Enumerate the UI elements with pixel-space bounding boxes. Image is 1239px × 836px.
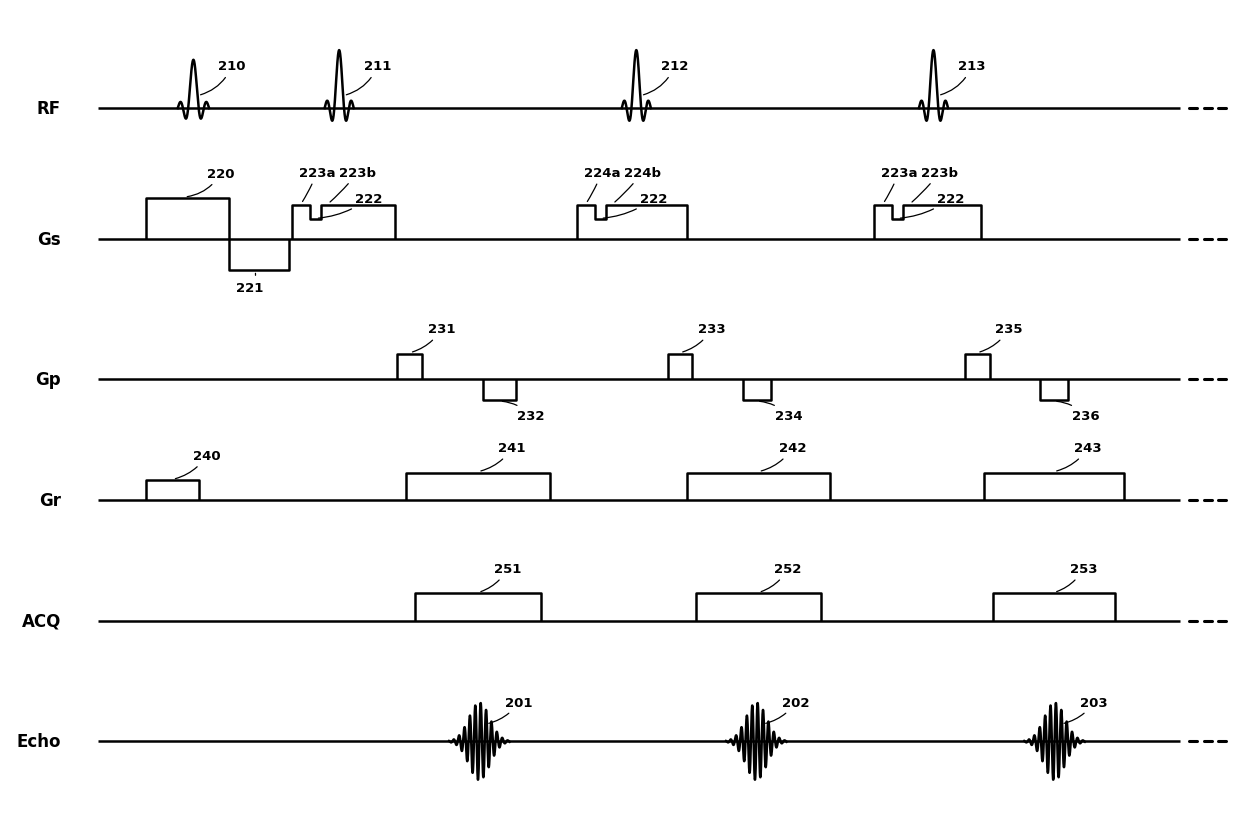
Text: 232: 232: [502, 402, 545, 423]
Text: 220: 220: [187, 167, 234, 197]
Text: 222: 222: [901, 192, 964, 219]
Text: Gr: Gr: [40, 491, 61, 509]
Text: Echo: Echo: [16, 732, 61, 751]
Text: 233: 233: [683, 323, 726, 353]
Text: 201: 201: [488, 696, 533, 723]
Text: 213: 213: [940, 60, 986, 95]
Text: 211: 211: [347, 60, 392, 95]
Text: 223a: 223a: [299, 166, 336, 202]
Text: 241: 241: [481, 441, 525, 472]
Text: 223b: 223b: [912, 166, 958, 203]
Text: Gp: Gp: [36, 370, 61, 389]
Text: 242: 242: [761, 441, 807, 472]
Text: RF: RF: [37, 100, 61, 118]
Text: 243: 243: [1057, 441, 1101, 472]
Text: 202: 202: [766, 696, 809, 723]
Text: 223b: 223b: [330, 166, 377, 203]
Text: ACQ: ACQ: [22, 612, 61, 630]
Text: 236: 236: [1057, 402, 1099, 423]
Text: 222: 222: [318, 192, 383, 219]
Text: 240: 240: [176, 450, 221, 479]
Text: 253: 253: [1057, 563, 1098, 592]
Text: 222: 222: [603, 192, 667, 219]
Text: 212: 212: [643, 60, 689, 95]
Text: 203: 203: [1064, 696, 1108, 723]
Text: 224b: 224b: [615, 166, 660, 203]
Text: Gs: Gs: [37, 231, 61, 248]
Text: 224a: 224a: [584, 166, 620, 202]
Text: 221: 221: [235, 274, 264, 294]
Text: 235: 235: [980, 323, 1022, 353]
Text: 223a: 223a: [881, 166, 917, 202]
Text: 210: 210: [201, 60, 245, 95]
Text: 252: 252: [761, 563, 802, 592]
Text: 251: 251: [481, 563, 522, 592]
Text: 234: 234: [760, 402, 803, 423]
Text: 231: 231: [413, 323, 455, 353]
